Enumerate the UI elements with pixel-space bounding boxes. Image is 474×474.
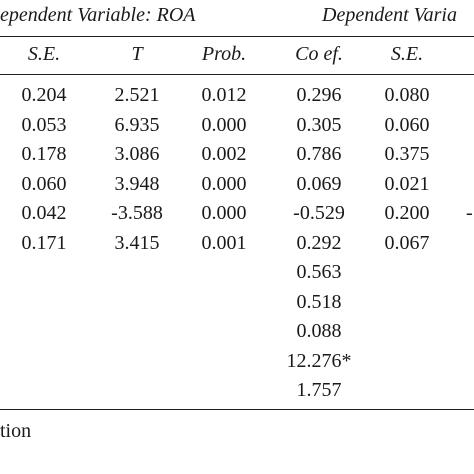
table-cell: 6.935	[114, 113, 160, 136]
column-header: Co ef.	[295, 43, 343, 65]
table-cell: 0.053	[21, 113, 67, 136]
table-cell: 0.563	[296, 261, 342, 283]
table-cell: 2.521	[114, 84, 160, 106]
left-dependent-variable-title: ependent Variable: ROA	[0, 4, 196, 26]
table-cell: 3.948	[114, 172, 160, 195]
table-cell: 0.000	[201, 113, 247, 136]
column-header: Prob.	[201, 43, 247, 65]
table-cell: 0.012	[201, 84, 247, 106]
table-cell: 0.080	[384, 84, 430, 106]
table-cell: 0.000	[201, 172, 247, 195]
bottom-rule	[0, 409, 474, 410]
table-cell: -0.529	[293, 202, 345, 224]
column-header: S.E.	[390, 43, 424, 65]
table-cell: 1.757	[296, 379, 342, 401]
table-cell: 0.200	[384, 202, 430, 224]
right-dependent-variable-title: Dependent Varia	[322, 4, 457, 26]
column-header: T	[131, 43, 143, 65]
table-cell: 0.292	[296, 231, 342, 254]
table-cell: 0.204	[21, 84, 67, 106]
column-header: S.E.	[27, 43, 61, 65]
table-cell: 0.067	[384, 231, 430, 254]
table-cell: 0.001	[201, 231, 247, 254]
header-rule	[0, 74, 474, 75]
top-rule	[0, 36, 474, 37]
table-cell: 0.060	[21, 172, 67, 195]
table-cell: 0.002	[201, 143, 247, 165]
table-cell: 0.021	[384, 172, 430, 195]
table-cell: 3.415	[114, 231, 160, 254]
table-cell: -3.588	[111, 202, 163, 224]
table-cell: 12.276*	[286, 349, 352, 372]
table-cell: 0.305	[296, 113, 342, 136]
table-cell: 0.069	[296, 172, 342, 195]
table-cell: 3.086	[114, 143, 160, 165]
table-cell: 0.088	[296, 320, 342, 342]
table-cell: 0.375	[384, 143, 430, 165]
table-cell: 0.060	[384, 113, 430, 136]
table-cell: 0.518	[296, 290, 342, 313]
table-cell: 0.786	[296, 143, 342, 165]
table-cell: 0.296	[296, 84, 342, 106]
table-cell: 0.171	[21, 231, 67, 254]
table-cell: 0.178	[21, 143, 67, 165]
truncated-cell-mark: -	[466, 202, 473, 224]
table-cell: 0.042	[21, 202, 67, 224]
footer-note: tion	[0, 420, 32, 442]
table-cell: 0.000	[201, 202, 247, 224]
